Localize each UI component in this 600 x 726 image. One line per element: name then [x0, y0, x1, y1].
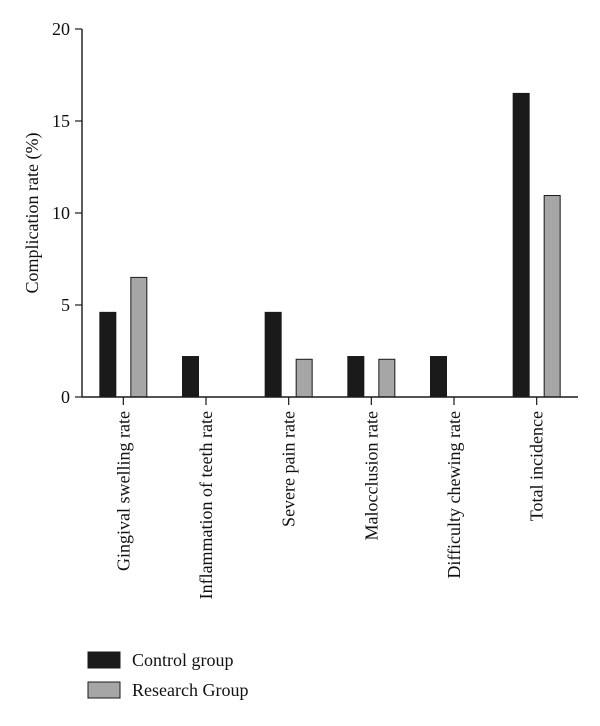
legend-label-research: Research Group — [132, 680, 248, 700]
bar-control-4 — [430, 356, 447, 398]
y-axis-label: Complication rate (%) — [22, 133, 43, 294]
axes — [81, 29, 578, 398]
plot-area: 0 5 10 15 20 Gingival swelling rate Inflammat… — [22, 19, 578, 599]
bar-control-3 — [347, 356, 365, 398]
y-tick-label: 0 — [61, 387, 70, 407]
x-tick-label: Malocclusion rate — [361, 411, 381, 540]
bars — [99, 92, 561, 398]
legend: Control group Research Group — [87, 650, 248, 700]
bar-research-5 — [543, 195, 561, 398]
y-tick-label: 5 — [61, 295, 70, 315]
x-tick-label: Total incidence — [527, 411, 547, 521]
legend-swatch-control — [87, 651, 121, 669]
y-tick-label: 10 — [52, 203, 70, 223]
y-tick-label: 15 — [52, 111, 70, 131]
x-tick-label: Difficulty chewing rate — [444, 411, 464, 579]
x-tick-labels: Gingival swelling rate Inflammation of te… — [113, 397, 547, 599]
bar-research-2 — [295, 358, 313, 398]
y-ticks: 0 5 10 15 20 — [52, 19, 82, 407]
x-tick-label: Gingival swelling rate — [113, 411, 133, 571]
bar-control-5 — [512, 92, 530, 398]
x-tick-label: Inflammation of teeth rate — [196, 411, 216, 599]
bar-control-1 — [182, 356, 199, 398]
legend-label-control: Control group — [132, 650, 234, 670]
bar-control-0 — [99, 311, 117, 398]
y-tick-label: 20 — [52, 19, 70, 39]
legend-swatch-research — [87, 681, 121, 699]
x-tick-label: Severe pain rate — [279, 411, 299, 527]
bar-research-3 — [378, 358, 396, 398]
bar-research-0 — [130, 276, 148, 398]
bar-control-2 — [264, 311, 282, 398]
